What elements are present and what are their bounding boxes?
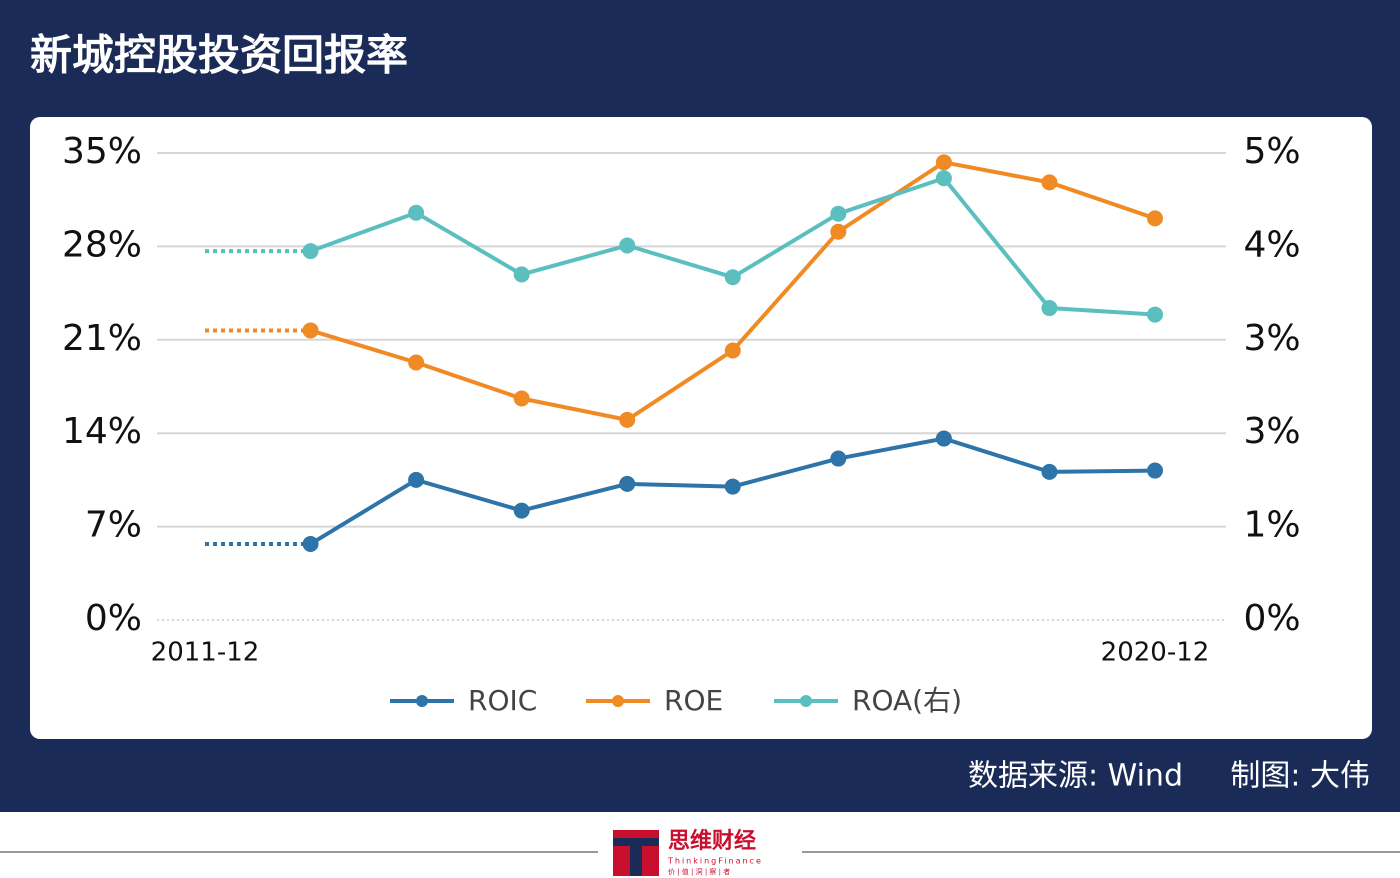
chart-card [30,117,1372,739]
legend-label: ROE [664,684,723,717]
y2-tick-label: 0% [1243,598,1300,639]
y2-tick-label: 4% [1243,224,1300,265]
legend-dot [416,695,428,707]
y2-tick-label: 1% [1243,505,1300,546]
point [935,154,952,171]
x-tick-label: 2011-12 [151,638,260,668]
legend-dot [800,695,812,707]
point [513,266,530,283]
point [302,322,319,339]
point [513,390,530,407]
x-tick-label: 2020-12 [1101,638,1210,668]
point [408,204,425,221]
point [1041,174,1058,191]
point [724,342,741,359]
legend-dot [612,695,624,707]
credit: 制图: 大伟 [1230,759,1370,794]
point [724,269,741,286]
point [830,205,847,222]
point [302,535,319,552]
point [619,237,636,254]
logo-mark [630,846,642,876]
point [408,471,425,488]
source: 数据来源: Wind [968,759,1183,794]
point [1041,463,1058,480]
point [724,478,741,495]
point [830,450,847,467]
point [1147,210,1163,227]
logo-motto: 价 | 值 | 洞 | 察 | 者 [668,867,730,876]
legend-label: ROA(右) [852,684,962,717]
title: 新城控股投资回报率 [30,31,408,80]
y-tick-label: 14% [62,411,142,452]
y-tick-label: 7% [85,505,142,546]
logo-en: ThinkingFinance [667,857,763,866]
point [619,475,636,492]
y-tick-label: 35% [62,131,142,172]
point [830,223,847,240]
point [1041,300,1058,317]
logo-text: 思维财经 [668,828,756,854]
point [302,243,319,260]
point [619,411,636,428]
y2-tick-label: 3% [1243,411,1300,452]
point [935,170,952,187]
point [1147,462,1163,479]
y-tick-label: 28% [62,224,142,265]
logo-mark [613,838,659,846]
y2-tick-label: 5% [1243,131,1300,172]
y-tick-label: 21% [62,318,142,359]
point [513,502,530,519]
y2-tick-label: 3% [1243,318,1300,359]
legend-label: ROIC [468,684,537,717]
y-tick-label: 0% [85,598,142,639]
point [935,430,952,447]
point [408,354,425,371]
point [1147,306,1163,323]
